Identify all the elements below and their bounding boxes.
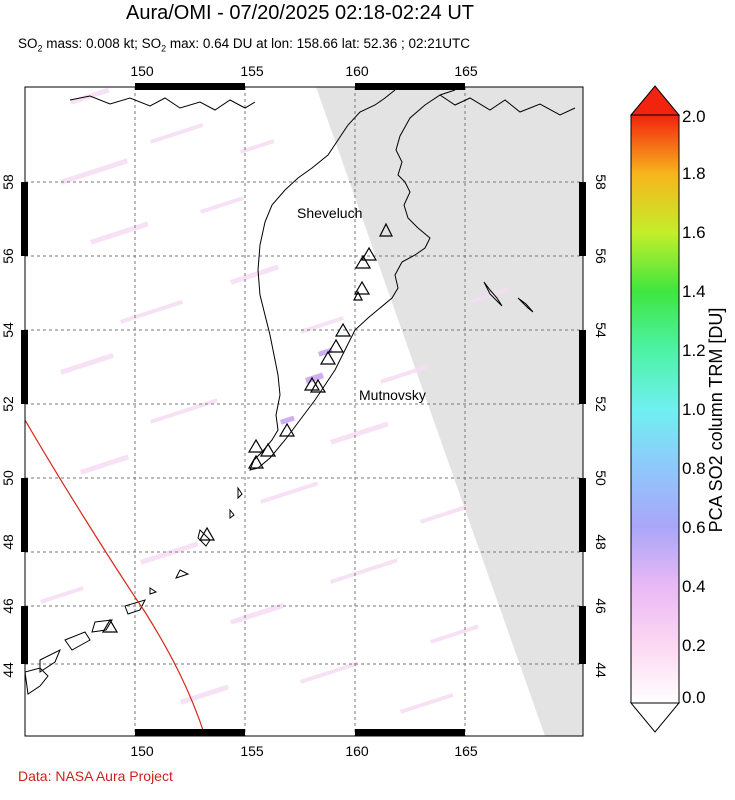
no-data-region bbox=[316, 87, 583, 736]
lon-tick-label: 155 bbox=[240, 63, 264, 79]
volcano-marker[interactable] bbox=[247, 454, 265, 469]
volcano-marker[interactable] bbox=[360, 246, 378, 261]
gridlines bbox=[25, 87, 583, 736]
volcano-label-sheveluch: Sheveluch bbox=[297, 205, 362, 221]
colorbar-tick-label: 1.2 bbox=[682, 341, 706, 360]
volcano-marker[interactable] bbox=[327, 338, 345, 353]
subtitle-so2-a: SO bbox=[18, 36, 38, 51]
map-title: Aura/OMI - 07/20/2025 02:18-02:24 UT bbox=[126, 2, 474, 24]
volcano-markers bbox=[101, 222, 393, 633]
lat-tick-label: 48 bbox=[593, 534, 609, 550]
lon-tick-label: 155 bbox=[240, 743, 264, 759]
swath-edge-line bbox=[25, 419, 206, 736]
volcano-marker[interactable] bbox=[353, 290, 363, 301]
volcano-marker[interactable] bbox=[309, 378, 327, 393]
colorbar-tick-label: 1.6 bbox=[682, 223, 706, 242]
colorbar-tick-label: 1.8 bbox=[682, 164, 706, 183]
colorbar-tick-label: 0.8 bbox=[682, 459, 706, 478]
lon-ticks-top: 150 155 160 165 bbox=[130, 63, 478, 79]
colorbar-title: PCA SO2 column TRM [DU] bbox=[706, 308, 726, 533]
commander-islands bbox=[483, 281, 534, 313]
colorbar-gradient bbox=[630, 114, 680, 704]
lat-tick-label: 56 bbox=[0, 248, 16, 264]
north-coastline bbox=[69, 94, 576, 116]
lon-ticks-bottom: 150 155 160 165 bbox=[130, 743, 478, 759]
colorbar-tick-label: 0.6 bbox=[682, 518, 706, 537]
colorbar-top-arrow bbox=[629, 85, 681, 116]
colorbar-tick-label: 2.0 bbox=[682, 107, 706, 126]
lon-tick-label: 150 bbox=[130, 63, 154, 79]
volcano-marker[interactable] bbox=[334, 322, 352, 337]
lon-tick-label: 160 bbox=[345, 743, 369, 759]
lon-tick-label: 165 bbox=[454, 63, 478, 79]
lat-tick-label: 54 bbox=[0, 322, 16, 338]
lat-tick-label: 58 bbox=[0, 174, 16, 190]
lat-tick-label: 50 bbox=[593, 470, 609, 486]
lat-tick-label: 52 bbox=[593, 396, 609, 412]
volcano-marker-sheveluch[interactable] bbox=[379, 222, 393, 237]
lat-tick-label: 50 bbox=[0, 470, 16, 486]
lat-tick-label: 48 bbox=[0, 534, 16, 550]
volcano-label-mutnovsky: Mutnovsky bbox=[359, 387, 426, 403]
volcano-marker[interactable] bbox=[354, 254, 372, 269]
subtitle-part-2: max: 0.64 DU at lon: 158.66 lat: 52.36 ;… bbox=[166, 36, 471, 51]
lon-tick-label: 150 bbox=[130, 743, 154, 759]
lat-tick-label: 46 bbox=[593, 598, 609, 614]
colorbar-tick-label: 1.0 bbox=[682, 400, 706, 419]
volcano-marker[interactable] bbox=[198, 526, 216, 541]
colorbar-tick-label: 0.0 bbox=[682, 688, 706, 707]
kamchatka-coastline bbox=[249, 89, 456, 471]
axis-tick-bars bbox=[21, 83, 586, 736]
colorbar-tick-label: 0.4 bbox=[682, 577, 706, 596]
map-subtitle: SO2 mass: 0.008 kt; SO2 max: 0.64 DU at … bbox=[18, 36, 471, 54]
volcano-marker[interactable] bbox=[353, 280, 371, 295]
kuril-islands bbox=[25, 486, 243, 695]
subtitle-part-1: mass: 0.008 kt; SO bbox=[42, 36, 162, 51]
lon-tick-label: 160 bbox=[345, 63, 369, 79]
volcano-marker[interactable] bbox=[101, 618, 119, 633]
data-credit: Data: NASA Aura Project bbox=[18, 768, 173, 784]
volcano-marker[interactable] bbox=[278, 422, 296, 437]
lat-tick-label: 46 bbox=[0, 598, 16, 614]
lat-tick-label: 56 bbox=[593, 248, 609, 264]
so2-swath-pixels bbox=[39, 87, 510, 714]
volcano-marker[interactable] bbox=[247, 438, 265, 453]
colorbar-tick-label: 1.4 bbox=[682, 282, 706, 301]
colorbar: 0.0 0.2 0.4 0.6 0.8 1.0 1.2 1.4 1.6 1.8 … bbox=[629, 85, 726, 733]
lat-ticks-right: 44 46 48 50 52 54 56 58 bbox=[593, 174, 609, 678]
lat-ticks-left: 44 46 48 50 52 54 56 58 bbox=[0, 174, 16, 678]
volcano-marker[interactable] bbox=[259, 442, 277, 457]
lat-tick-label: 58 bbox=[593, 174, 609, 190]
colorbar-tick-label: 0.2 bbox=[682, 636, 706, 655]
lat-tick-label: 44 bbox=[0, 662, 16, 678]
lon-tick-label: 165 bbox=[454, 743, 478, 759]
lat-tick-label: 52 bbox=[0, 396, 16, 412]
map-frame bbox=[24, 86, 584, 737]
volcano-marker[interactable] bbox=[319, 350, 337, 365]
lat-tick-label: 54 bbox=[593, 322, 609, 338]
colorbar-bottom-arrow bbox=[629, 702, 681, 733]
lat-tick-label: 44 bbox=[593, 662, 609, 678]
